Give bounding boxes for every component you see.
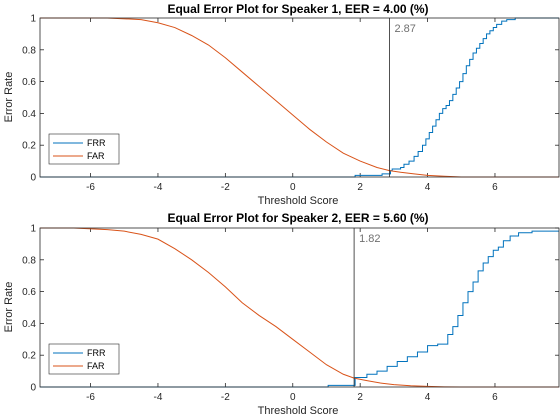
y-tick-label: 0.4: [22, 319, 36, 330]
x-tick-label: 0: [290, 392, 296, 403]
legend-entry-frr: FRR: [87, 348, 106, 358]
y-tick-label: 0: [30, 173, 36, 184]
y-tick-label: 1: [30, 14, 36, 25]
x-tick-label: -4: [154, 182, 163, 193]
x-tick-label: -4: [154, 392, 163, 403]
y-tick-label: 0.8: [22, 255, 36, 266]
x-axis-ticks: -6 -4 -2 0 2 4 6: [86, 18, 498, 193]
legend: FRR FAR: [48, 343, 120, 375]
legend-entry-frr: FRR: [87, 138, 106, 148]
plot-title: Equal Error Plot for Speaker 2, EER = 5.…: [167, 211, 428, 225]
threshold-annotation: 1.82: [359, 233, 380, 245]
series-frr-line: [40, 17, 559, 178]
plot-frame: [39, 227, 560, 388]
x-tick-label: -6: [86, 182, 95, 193]
series-layer: [40, 227, 559, 388]
speaker-2-panel: Equal Error Plot for Speaker 2, EER = 5.…: [3, 211, 560, 417]
x-tick-label: -6: [86, 392, 95, 403]
y-tick-label: 1: [30, 224, 36, 235]
x-tick-label: 4: [425, 392, 431, 403]
y-tick-label: 0.2: [22, 351, 36, 362]
series-layer: [40, 17, 559, 178]
legend: FRR FAR: [48, 133, 120, 165]
y-tick-label: 0: [30, 383, 36, 394]
series-frr-line: [40, 230, 559, 388]
y-tick-label: 0.6: [22, 287, 36, 298]
x-axis-label: Threshold Score: [258, 405, 339, 417]
y-axis-label: Error Rate: [3, 72, 15, 123]
legend-box: [48, 133, 120, 165]
x-tick-label: 2: [357, 182, 363, 193]
threshold-annotation: 2.87: [394, 23, 415, 35]
x-tick-label: 4: [425, 182, 431, 193]
y-tick-label: 0.4: [22, 109, 36, 120]
series-far-line: [40, 227, 559, 388]
legend-box: [48, 343, 120, 375]
x-tick-label: 6: [492, 392, 498, 403]
x-tick-label: 6: [492, 182, 498, 193]
series-far-line: [40, 17, 559, 178]
x-tick-label: 2: [357, 392, 363, 403]
y-tick-label: 0.8: [22, 45, 36, 56]
x-tick-label: 0: [290, 182, 296, 193]
legend-entry-far: FAR: [87, 151, 105, 161]
speaker-1-panel: Equal Error Plot for Speaker 1, EER = 4.…: [3, 2, 560, 207]
plot-frame: [39, 17, 560, 178]
y-tick-label: 0.2: [22, 141, 36, 152]
x-tick-label: -2: [221, 182, 230, 193]
y-tick-label: 0.6: [22, 77, 36, 88]
y-axis-label: Error Rate: [3, 282, 15, 333]
legend-entry-far: FAR: [87, 361, 105, 371]
x-tick-label: -2: [221, 392, 230, 403]
plot-title: Equal Error Plot for Speaker 1, EER = 4.…: [167, 2, 428, 16]
x-axis-label: Threshold Score: [258, 195, 339, 207]
